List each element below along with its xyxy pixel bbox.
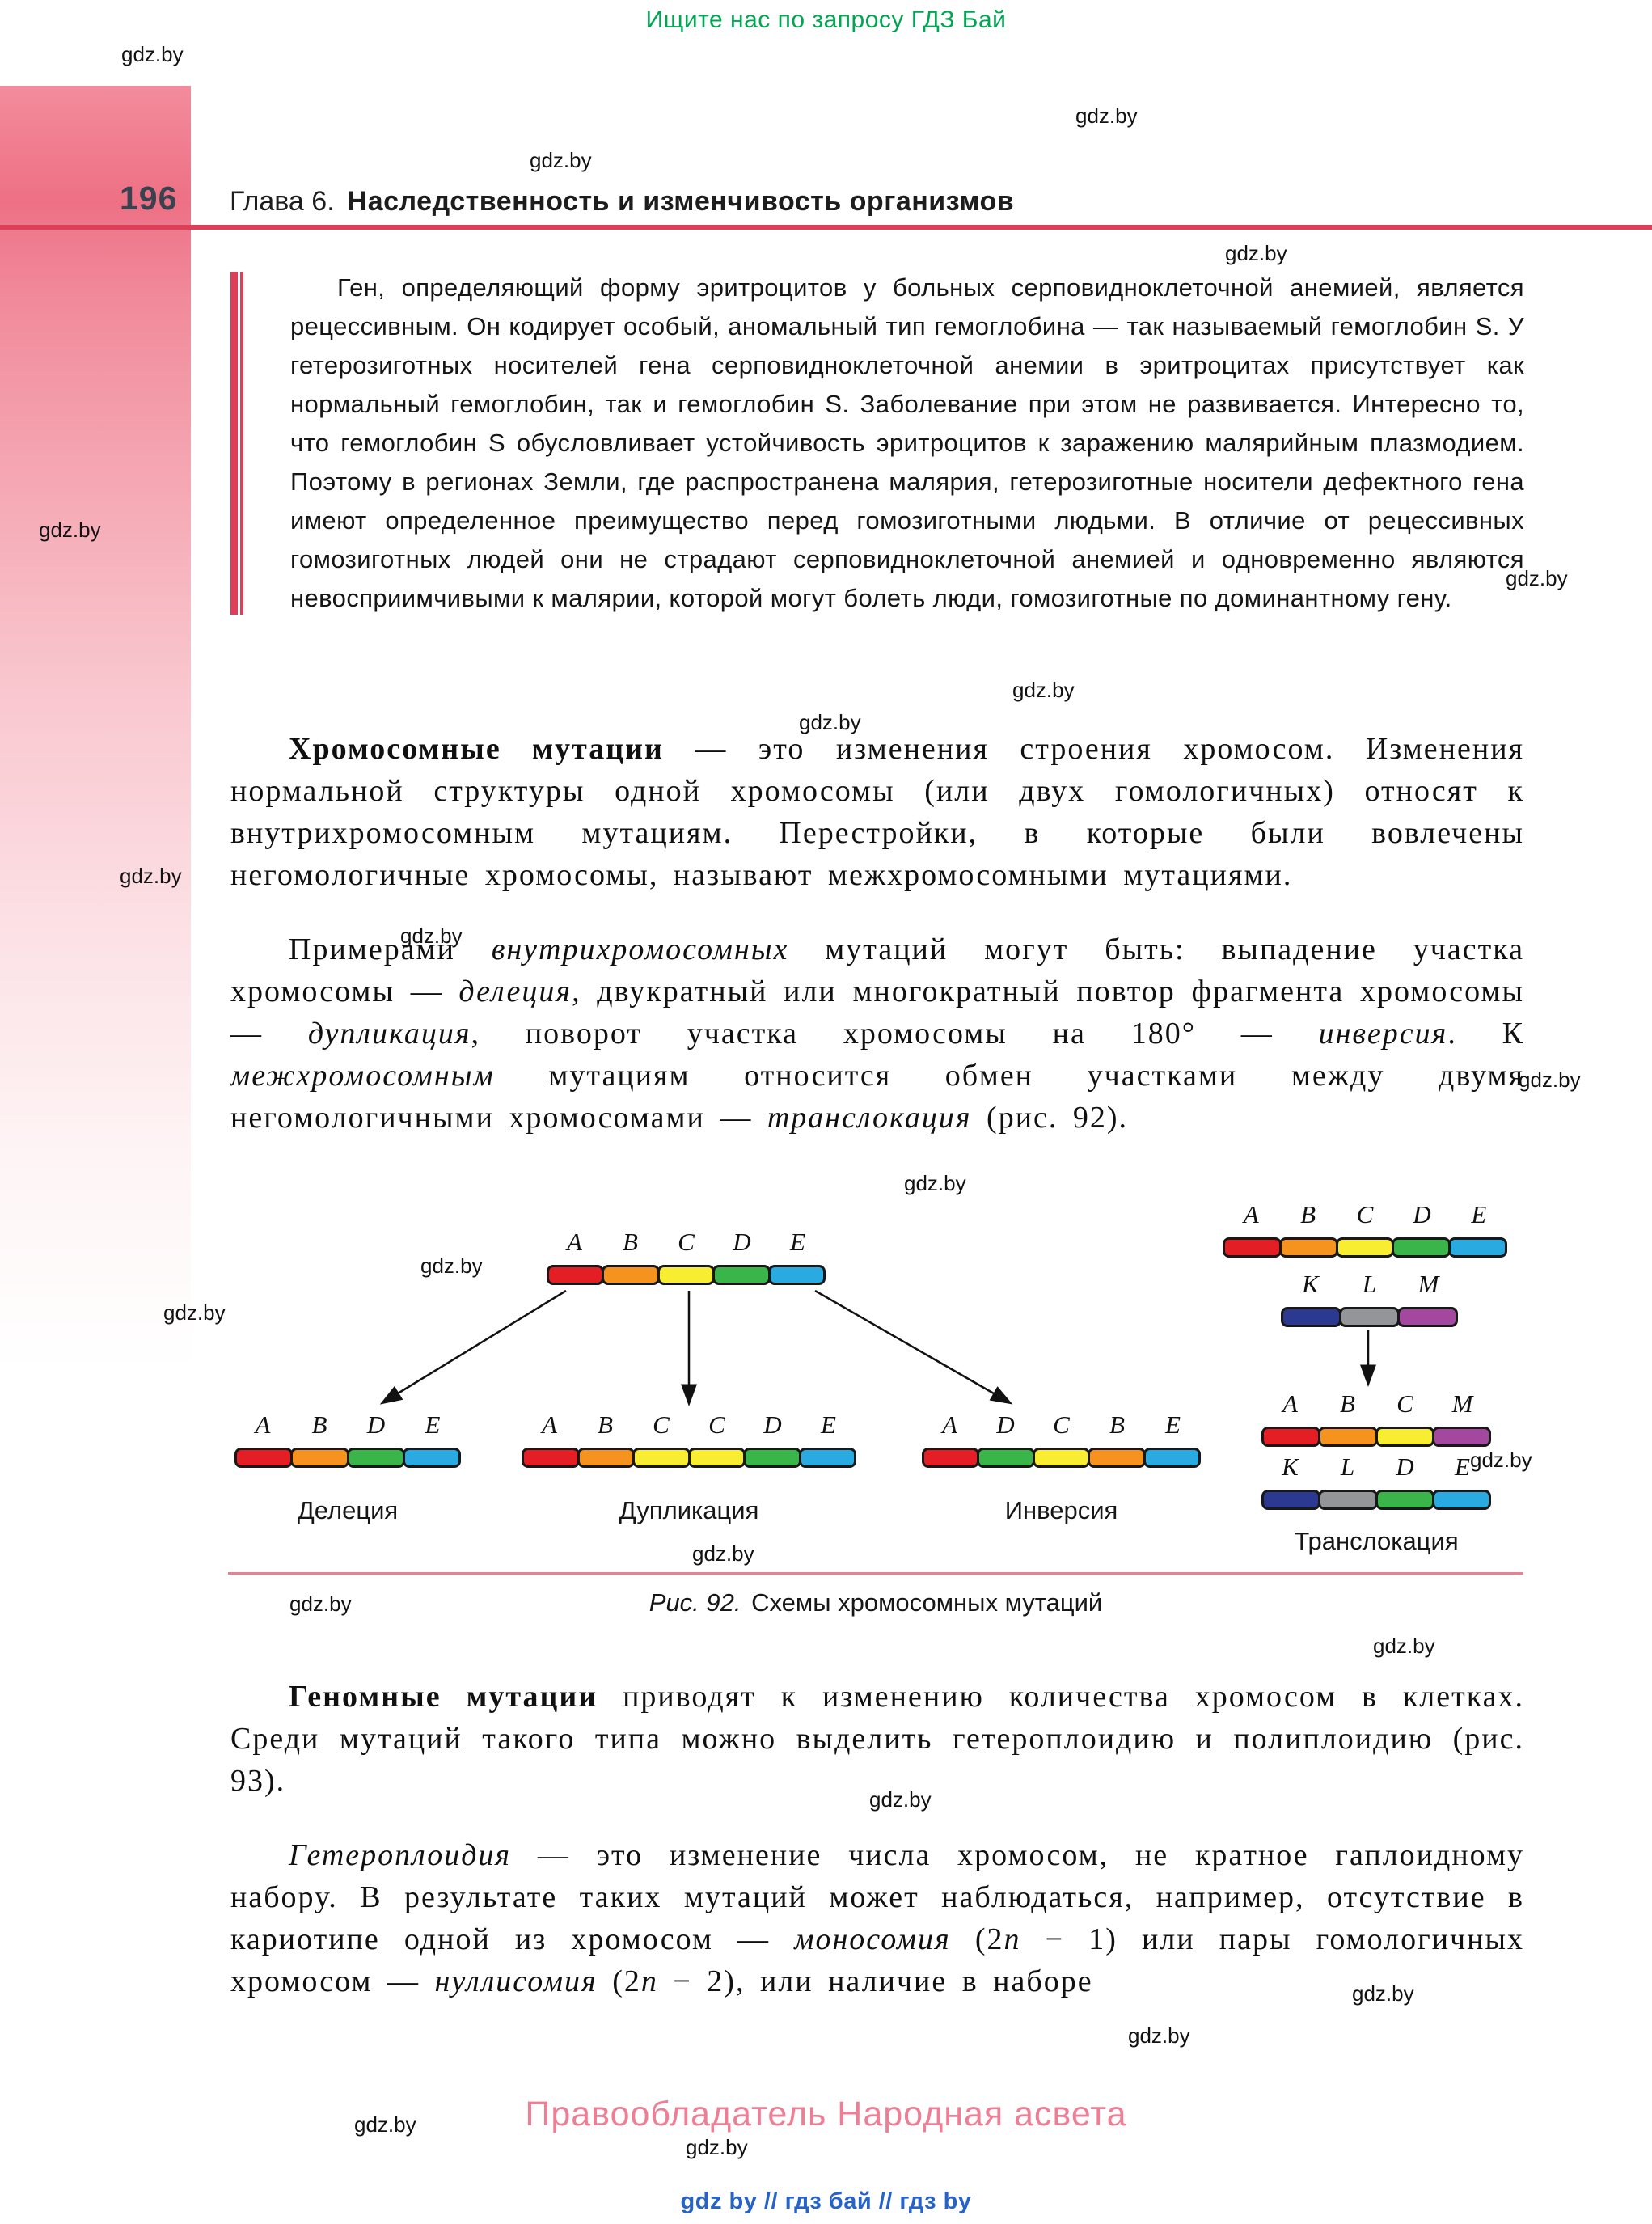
gdz-watermark: gdz.by [869,1787,932,1812]
chromosome-bar [1223,1237,1507,1258]
chromosome-bar [234,1448,461,1468]
paragraph-genomic-mutations: Геномные мутации приводят к изменению ко… [230,1680,1524,1798]
figure-caption: Рис. 92. Схемы хромосомных мутаций [649,1588,1103,1617]
gdz-watermark: gdz.by [400,924,463,948]
gdz-watermark: gdz.by [163,1300,226,1325]
chromosome-bar [1261,1427,1491,1447]
bottom-links[interactable]: gdz by // гдз бай // гдз by [680,2188,972,2214]
gdz-watermark: gdz.by [1225,241,1287,265]
chromosome-bar [1261,1490,1491,1510]
gdz-watermark: gdz.by [686,2135,748,2159]
gdz-watermark: gdz.by [1519,1068,1581,1092]
paragraph-chromosomal-mutations: Хромосомные мутации — это изменения стро… [230,732,1525,892]
gdz-watermark: gdz.by [1128,2023,1190,2048]
copyright-footer: Правообладатель Народная асвета [525,2095,1127,2133]
gdz-watermark: gdz.by [420,1254,483,1278]
gdz-watermark: gdz.by [799,710,861,734]
chromosome-bar [1281,1307,1458,1327]
body-text-block-2: Геномные мутации приводят к изменению ко… [230,1676,1524,2002]
sidebar-gradient [0,86,191,2224]
gdz-watermark: gdz.by [354,2112,416,2137]
chromosome-bar [922,1448,1202,1468]
inset-red-bar [230,272,243,615]
chromosome-bar [547,1265,826,1285]
gdz-watermark: gdz.by [530,148,592,172]
gdz-watermark: gdz.by [1470,1448,1532,1472]
inset-paragraph: Ген, определяющий форму эритроцитов у бо… [290,273,1524,612]
page-number: 196 [120,180,178,217]
gdz-watermark: gdz.by [692,1541,754,1566]
mutation-label-inversion: Инверсия [1004,1496,1118,1524]
gdz-watermark: gdz.by [1373,1634,1435,1658]
chromosome-bar [522,1448,856,1468]
gdz-watermark: gdz.by [121,42,184,66]
gdz-watermark: gdz.by [1012,678,1075,702]
header-rule [0,225,1652,230]
gdz-watermark: gdz.by [1352,1981,1414,2006]
top-banner: Ищите нас по запросу ГДЗ Бай [645,6,1007,33]
body-text-block: Хромосомные мутации — это изменения стро… [230,728,1524,1139]
mutation-arrows [379,1289,1376,1406]
paragraph-mutation-examples: Примерами внутрихромосомных мутаций могу… [230,932,1524,1135]
figure-caption-rule [228,1572,1523,1575]
gdz-watermark: gdz.by [1075,104,1138,128]
chapter-title: Наследственность и изменчивость организм… [347,186,1015,217]
gdz-watermark: gdz.by [289,1592,352,1616]
paragraph-heteroploidy: Гетероплоидия — это изменение числа хром… [230,1838,1525,1998]
gdz-watermark: gdz.by [904,1171,966,1195]
gdz-watermark: gdz.by [1506,566,1568,590]
mutation-label-deletion: Делеция [297,1496,399,1524]
chapter-heading: Глава 6. Наследственность и изменчивость … [230,186,1014,218]
mutation-label-duplication: Дупликация [619,1496,759,1524]
inset-paragraph-block: Ген, определяющий форму эритроцитов у бо… [230,268,1524,618]
chapter-prefix: Глава 6. [230,186,335,217]
mutation-label-translocation: Транслокация [1294,1527,1459,1555]
gdz-watermark: gdz.by [120,864,182,888]
gdz-watermark: gdz.by [39,518,101,542]
